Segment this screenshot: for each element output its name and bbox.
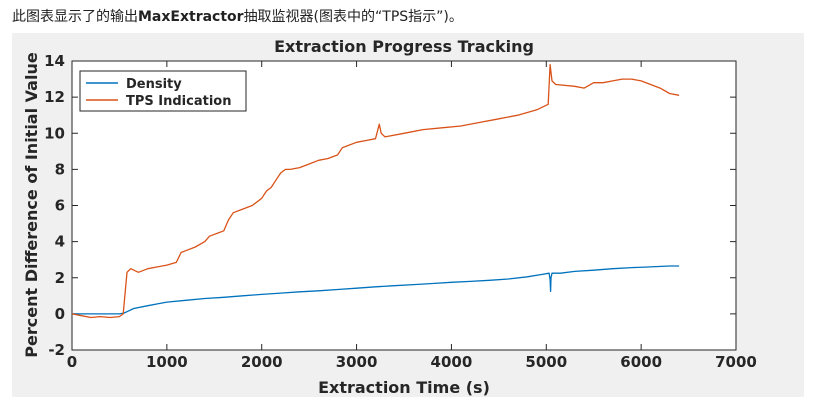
x-tick-label: 5000 [525, 353, 567, 371]
y-tick-label: -2 [48, 341, 65, 359]
figure-caption: 此图表显示了的输出MaxExtractor抽取监视器(图表中的“TPS指示”)。 [12, 6, 463, 26]
caption-app-name: MaxExtractor [138, 9, 244, 25]
y-tick-label: 2 [55, 269, 65, 287]
x-tick-label: 7000 [715, 353, 757, 371]
y-tick-label: 12 [44, 88, 65, 106]
extraction-progress-chart: Extraction Progress Tracking 0 1000 2000 30… [22, 37, 757, 397]
x-tick-label: 3000 [336, 353, 378, 371]
chart-figure: Extraction Progress Tracking 0 1000 2000 30… [12, 33, 804, 397]
y-tick-label: 0 [55, 305, 65, 323]
y-tick-label: 8 [55, 160, 65, 178]
x-tick-label: 4000 [431, 353, 473, 371]
caption-prefix: 此图表显示了的输出 [12, 9, 138, 25]
y-tick-label: 4 [55, 233, 65, 251]
y-axis-title: Percent Difference of Initial Value [22, 52, 41, 358]
series-line-tps-indication [71, 63, 680, 319]
series-line-density [72, 265, 680, 315]
legend-box [79, 70, 247, 112]
chart-title: Extraction Progress Tracking [274, 37, 534, 56]
legend: Density TPS Indication [79, 70, 247, 112]
x-tick-label: 1000 [146, 353, 188, 371]
legend-label-density: Density [126, 77, 182, 92]
legend-label-tps-indication: TPS Indication [126, 94, 231, 109]
x-tick-label: 2000 [241, 353, 283, 371]
caption-suffix: 抽取监视器(图表中的“TPS指示”)。 [243, 9, 463, 25]
axis-ticks: 0 1000 2000 3000 4000 5000 6000 7000-2024681012… [44, 52, 757, 371]
y-tick-label: 14 [44, 52, 65, 70]
y-tick-label: 6 [55, 197, 65, 215]
x-tick-label: 6000 [620, 353, 662, 371]
y-tick-label: 10 [44, 124, 65, 142]
x-tick-label: 0 [67, 353, 77, 371]
x-axis-title: Extraction Time (s) [318, 378, 490, 397]
series-lines [71, 63, 680, 319]
